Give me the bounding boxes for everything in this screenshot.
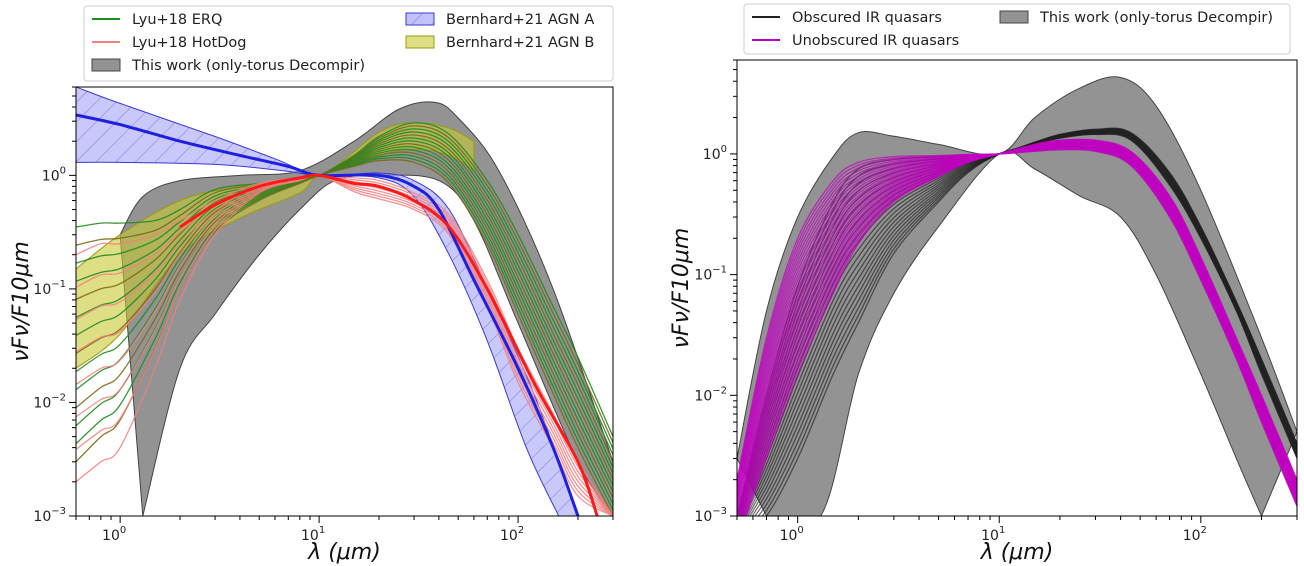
- curve-unobscured-ir-quasars: [745, 138, 1297, 516]
- legend-item-lyu-18-hotdog: Lyu+18 HotDog: [92, 35, 246, 51]
- legend-box: [743, 3, 1291, 55]
- y-tick-label: 100: [703, 144, 727, 163]
- y-tick-label: 10−2: [694, 385, 727, 404]
- x-tick-label: 100: [102, 525, 126, 544]
- curve-lyu-18-erq: [76, 140, 613, 474]
- y-axis-label: νFν/F10μm: [9, 241, 34, 362]
- legend-item-this-work-only-torus-decompir: This work (only-torus Decompir): [91, 58, 365, 74]
- legend-swatch: [999, 10, 1029, 24]
- legend-swatch: [405, 35, 435, 49]
- legend-item-obscured-ir-quasars: Obscured IR quasars: [752, 10, 942, 26]
- legend: Obscured IR quasars Unobscured IR quasars…: [743, 3, 1291, 55]
- plot-area: [737, 76, 1297, 516]
- legend-item-this-work-only-torus-decompir: This work (only-torus Decompir): [999, 10, 1273, 26]
- legend-label: Obscured IR quasars: [792, 10, 942, 26]
- x-tick-label: 102: [500, 525, 524, 544]
- legend-label: Bernhard+21 AGN A: [446, 12, 594, 28]
- curve-lyu-18-erq: [76, 145, 613, 486]
- legend-label: This work (only-torus Decompir): [1039, 10, 1273, 26]
- legend-item-bernhard-21-agn-a: Bernhard+21 AGN A: [405, 12, 594, 28]
- curve-lyu-18-erq: [76, 137, 613, 468]
- x-tick-label: 100: [780, 525, 804, 544]
- x-tick-label: 101: [301, 525, 325, 544]
- x-axis-label: λ (μm): [307, 540, 381, 565]
- y-tick-label: 10−2: [33, 392, 66, 411]
- legend-label: Lyu+18 ERQ: [132, 12, 222, 28]
- x-tick-label: 101: [981, 525, 1005, 544]
- y-tick-label: 10−1: [33, 279, 66, 298]
- y-tick-label: 10−3: [694, 506, 727, 525]
- y-tick-label: 10−1: [694, 265, 727, 284]
- plot-area: [76, 87, 613, 516]
- legend-item-bernhard-21-agn-b: Bernhard+21 AGN B: [405, 35, 594, 51]
- legend-label: Bernhard+21 AGN B: [446, 35, 594, 51]
- curve-lyu-18-hotdog: [76, 174, 613, 516]
- legend-swatch: [91, 58, 121, 72]
- legend-box: [83, 5, 614, 82]
- axes-frame: [736, 59, 1298, 517]
- legend-item-lyu-18-erq: Lyu+18 ERQ: [92, 12, 222, 28]
- series-lyu-18-hotdog-mean: [179, 173, 599, 516]
- curve-lyu-18-hotdog: [76, 174, 613, 516]
- x-tick-label: 102: [1183, 525, 1207, 544]
- y-tick-label: 100: [42, 165, 66, 184]
- legend-swatch-hatch: [406, 13, 434, 25]
- legend-item-unobscured-ir-quasars: Unobscured IR quasars: [752, 33, 959, 49]
- band-hatch-bernhard-21-agn-a: [76, 87, 578, 516]
- legend-label: Lyu+18 HotDog: [132, 35, 246, 51]
- legend-label: Unobscured IR quasars: [792, 33, 959, 49]
- series-bernhard-21-agn-a: [76, 113, 580, 516]
- legend-label: This work (only-torus Decompir): [131, 58, 365, 74]
- y-tick-label: 10−3: [33, 506, 66, 525]
- legend: Lyu+18 ERQ Lyu+18 HotDog This work (only-t…: [83, 5, 614, 82]
- right-panel: 100 101 102 10−3 10−2 10−1 100 λ (μm) νFν/F10μm O…: [669, 3, 1298, 565]
- left-panel: 100 101 102 10−3 10−2 10−1 100 λ (μm) νFν/F10μm L…: [9, 5, 614, 565]
- axes-frame: [75, 86, 614, 517]
- curve-lyu-18-hotdog: [76, 174, 613, 516]
- x-axis-label: λ (μm): [980, 540, 1054, 565]
- y-axis-label: νFν/F10μm: [669, 228, 694, 349]
